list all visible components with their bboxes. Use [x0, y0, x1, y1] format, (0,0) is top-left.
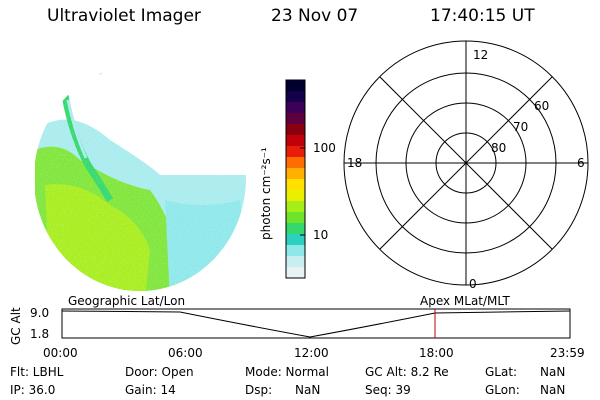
timeline-left-label: Geographic Lat/Lon: [68, 294, 186, 308]
timeline-right-label: Apex MLat/MLT: [420, 294, 510, 308]
timeline-frame: [61, 308, 571, 339]
gain-info: Gain: 14: [125, 383, 176, 397]
colorbar-band: [286, 190, 305, 202]
colorbar-band: [286, 223, 305, 235]
colorbar-band: [286, 201, 305, 213]
colorbar-band: [286, 179, 305, 191]
timeline-x-tick-4: 23:59: [550, 346, 585, 360]
timeline-x-tick-0: 00:00: [43, 346, 78, 360]
polar-diagonal-2: [379, 76, 553, 250]
colorbar-band: [286, 113, 305, 125]
filter-info: Flt: LBHL: [10, 365, 64, 379]
glat-label: GLat:: [485, 365, 518, 379]
glon-value: NaN: [540, 383, 566, 397]
colorbar-band: [286, 234, 305, 246]
mode-info: Mode: Normal: [245, 365, 329, 379]
timeline-x-tick-3: 18:00: [419, 346, 454, 360]
colorbar-band: [286, 212, 305, 224]
mlt-label-6: 6: [577, 156, 585, 170]
glat-value: NaN: [540, 365, 566, 379]
time-label: 17:40:15 UT: [430, 6, 535, 26]
lat-label-70: 70: [513, 120, 529, 134]
dsp-label: Dsp:: [245, 383, 273, 397]
colorbar-label-10: 10: [313, 228, 329, 242]
timeline-x-tick-1: 06:00: [168, 346, 203, 360]
timeline-y-tick-top: 9.0: [30, 306, 50, 320]
lat-label-60: 60: [534, 99, 550, 113]
colorbar-band: [286, 168, 305, 180]
colorbar-band: [286, 267, 305, 279]
mlt-label-0: 0: [469, 277, 477, 291]
colorbar-band: [286, 91, 305, 103]
colorbar-band: [286, 135, 305, 147]
door-info: Door: Open: [125, 365, 194, 379]
colorbar-band: [286, 124, 305, 136]
colorbar-band: [286, 80, 305, 92]
dsp-value: NaN: [295, 383, 321, 397]
colorbar-band: [286, 157, 305, 169]
colorbar-band: [286, 102, 305, 114]
instrument-title: Ultraviolet Imager: [47, 6, 201, 26]
colorbar-band: [286, 146, 305, 158]
gc-alt-info: GC Alt: 8.2 Re: [365, 365, 449, 379]
seq-info: Seq: 39: [365, 383, 411, 397]
date-label: 23 Nov 07: [271, 6, 359, 26]
colorbar-label-100: 100: [313, 141, 336, 155]
altitude-curve: [61, 310, 571, 338]
glon-label: GLon:: [485, 383, 520, 397]
colorbar-band: [286, 256, 305, 268]
colorbar-band: [286, 245, 305, 257]
lat-label-80: 80: [491, 141, 507, 155]
timeline-y-tick-bottom: 1.8: [30, 327, 50, 341]
mlt-label-18: 18: [347, 156, 363, 170]
mlt-label-12: 12: [473, 48, 489, 62]
ip-info: IP: 36.0: [10, 383, 56, 397]
timeline-x-tick-2: 12:00: [294, 346, 329, 360]
